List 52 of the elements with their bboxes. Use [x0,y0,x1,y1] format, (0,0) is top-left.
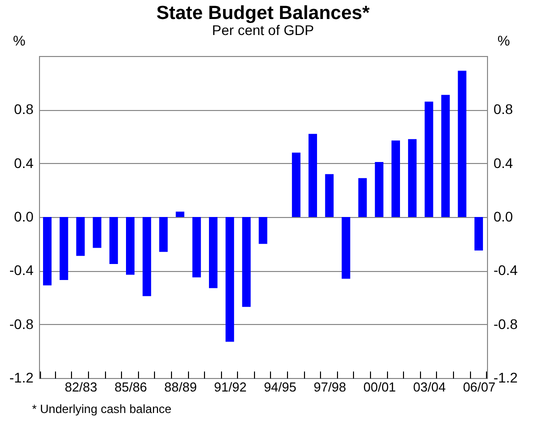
bar [308,134,318,217]
bar [408,139,417,217]
chart-title: State Budget Balances* [156,3,370,24]
x-tick-label: 97/98 [314,380,346,394]
bar [142,217,152,296]
bar [60,217,68,280]
y-axis-title: % [13,32,26,48]
bar [159,217,168,252]
y2-tick-label: 0.8 [494,101,514,118]
x-tick-label: 94/95 [264,380,296,394]
bar [242,217,251,307]
text: * Underlying cash balance [32,402,172,416]
y2-tick-label: -0.8 [494,316,518,332]
y2-tick-label: -0.4 [494,262,518,278]
y-tick-label: 0.0 [14,208,34,224]
x-tick-label: 82/83 [64,380,98,394]
y-tick-label: -0.8 [9,316,34,332]
y2-tick-label: 0.4 [494,154,514,171]
y2-tick-label: -1.2 [494,370,518,386]
x-tick-label: 88/89 [164,380,197,394]
y2-tick-label: 0.0 [494,208,514,224]
x-tick-label: 00/01 [363,380,396,394]
bar [258,217,268,244]
bar [474,217,483,251]
bar [424,102,434,217]
y-tick-label: 0.4 [14,154,34,171]
bar [43,217,52,286]
y-tick-label: 0.8 [14,101,34,118]
bar [325,174,334,217]
x-tick-label: 06/07 [462,380,496,394]
x-tick-label: 85/86 [114,380,148,394]
bar [76,217,85,256]
bar [458,70,466,217]
x-tick-label: 03/04 [413,380,446,394]
bar [226,217,234,342]
chart-subtitle: Per cent of GDP [212,22,314,38]
bar [342,217,350,279]
bar [126,217,135,275]
y2-axis-title: % [498,32,510,48]
bar [208,217,218,288]
bar [441,94,450,217]
y-tick-label: -0.4 [9,262,34,278]
y-tick-label: -1.2 [9,370,34,386]
bar [109,217,118,264]
bar [92,217,102,248]
bar [358,178,367,217]
bar [192,217,201,278]
bar [292,152,300,217]
x-tick-label: 91/92 [214,380,247,394]
bar [374,162,384,217]
bar [391,140,400,217]
bar [176,212,184,217]
